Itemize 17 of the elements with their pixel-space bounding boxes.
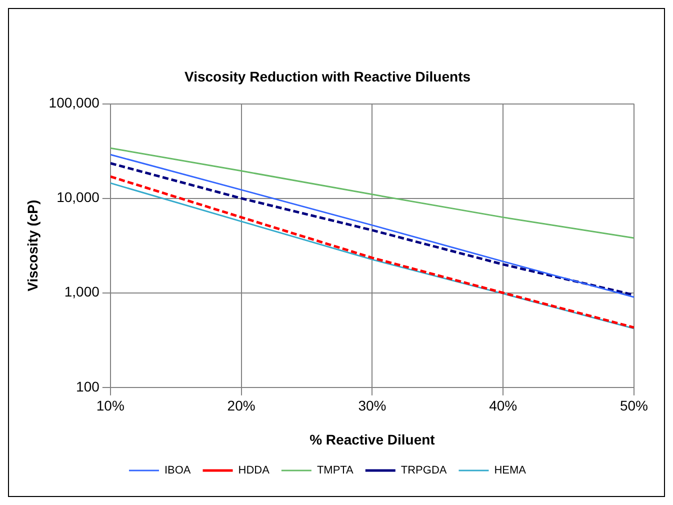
x-tick-label: 50% bbox=[620, 398, 648, 414]
x-tick-label: 10% bbox=[96, 398, 124, 414]
x-tick-label: 20% bbox=[227, 398, 256, 414]
x-tick-label: 30% bbox=[358, 398, 386, 414]
y-tick-label: 100 bbox=[76, 378, 100, 394]
legend-label: IBOA bbox=[164, 464, 192, 477]
x-axis-title: % Reactive Diluent bbox=[310, 431, 436, 448]
y-tick-label: 1,000 bbox=[64, 284, 100, 300]
y-tick-label: 10,000 bbox=[56, 189, 100, 206]
legend-label: TMPTA bbox=[316, 464, 354, 477]
x-tick-label: 40% bbox=[489, 398, 518, 414]
legend-label: HEMA bbox=[494, 464, 527, 477]
legend-label: HDDA bbox=[238, 464, 270, 477]
legend-label: TRPGDA bbox=[400, 464, 448, 477]
chart-title: Viscosity Reduction with Reactive Diluents bbox=[184, 68, 471, 84]
y-axis-title: Viscosity (cP) bbox=[24, 200, 40, 292]
y-tick-label: 100,000 bbox=[48, 94, 100, 111]
